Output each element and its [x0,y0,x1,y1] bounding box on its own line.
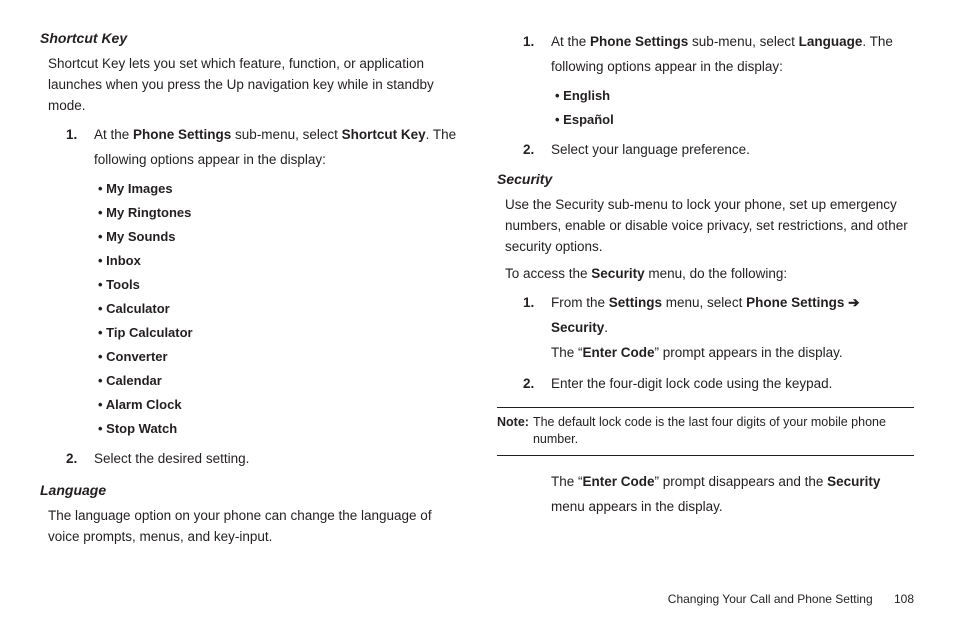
bold-text: Phone Settings [590,34,688,49]
text-fragment: sub-menu, select [688,34,798,49]
right-column: 1. At the Phone Settings sub-menu, selec… [497,30,914,554]
text-fragment: menu, do the following: [645,266,788,281]
bold-text: Language [799,34,863,49]
list-item: My Ringtones [98,201,457,225]
note-text: The default lock code is the last four d… [533,414,914,449]
page-body: Shortcut Key Shortcut Key lets you set w… [0,0,954,554]
list-item: Calculator [98,297,457,321]
bold-text: Security [827,474,880,489]
text-fragment: ” prompt appears in the display. [655,345,843,360]
list-item: Alarm Clock [98,393,457,417]
step-body: At the Phone Settings sub-menu, select S… [94,123,457,173]
text-fragment: From the [551,295,609,310]
step-body: Enter the four-digit lock code using the… [551,372,914,397]
security-access-line: To access the Security menu, do the foll… [505,264,914,285]
text-fragment: The “ [551,474,583,489]
language-intro: The language option on your phone can ch… [48,506,457,548]
language-step-1: 1. At the Phone Settings sub-menu, selec… [523,30,914,80]
heading-security: Security [497,171,914,187]
shortcut-step-1: 1. At the Phone Settings sub-menu, selec… [66,123,457,173]
bold-text: Enter Code [583,345,655,360]
bold-text: Settings [609,295,662,310]
text-fragment: sub-menu, select [231,127,341,142]
list-item: My Sounds [98,225,457,249]
text-fragment: ” prompt disappears and the [655,474,828,489]
step-number: 2. [66,447,94,472]
bold-text: Security [551,320,604,335]
note-label: Note: [497,414,529,449]
list-item: Stop Watch [98,417,457,441]
list-item: Español [555,108,914,132]
shortcut-key-intro: Shortcut Key lets you set which feature,… [48,54,457,117]
step-body: From the Settings menu, select Phone Set… [551,291,914,366]
text-fragment: At the [551,34,590,49]
step-body: Select your language preference. [551,138,914,163]
security-step-1: 1. From the Settings menu, select Phone … [523,291,914,366]
text-fragment: . [604,320,608,335]
page-footer: Changing Your Call and Phone Setting 108 [668,592,914,606]
list-item: Converter [98,345,457,369]
step-number: 1. [66,123,94,173]
list-item: Calendar [98,369,457,393]
text-fragment: The “ [551,345,583,360]
security-intro: Use the Security sub-menu to lock your p… [505,195,914,258]
language-options-list: English Español [555,84,914,132]
left-column: Shortcut Key Shortcut Key lets you set w… [40,30,457,554]
security-step-2: 2. Enter the four-digit lock code using … [523,372,914,397]
step-body: At the Phone Settings sub-menu, select L… [551,30,914,80]
heading-shortcut-key: Shortcut Key [40,30,457,46]
heading-language: Language [40,482,457,498]
list-item: English [555,84,914,108]
list-item: Tools [98,273,457,297]
text-fragment: At the [94,127,133,142]
bold-text: Security [591,266,644,281]
bold-text: Enter Code [583,474,655,489]
language-step-2: 2. Select your language preference. [523,138,914,163]
bold-text: Phone Settings [746,295,844,310]
security-after-note: The “Enter Code” prompt disappears and t… [523,470,914,520]
step-body: Select the desired setting. [94,447,457,472]
list-item: Tip Calculator [98,321,457,345]
arrow-icon: ➔ [844,295,859,310]
shortcut-step-2: 2. Select the desired setting. [66,447,457,472]
step-number-empty [523,470,551,520]
text-fragment: menu, select [662,295,746,310]
bold-text: Phone Settings [133,127,231,142]
shortcut-options-list: My Images My Ringtones My Sounds Inbox T… [98,177,457,442]
footer-title: Changing Your Call and Phone Setting [668,592,873,606]
text-fragment: To access the [505,266,591,281]
bold-text: Shortcut Key [342,127,426,142]
page-number: 108 [894,592,914,606]
text-fragment: menu appears in the display. [551,499,723,514]
list-item: My Images [98,177,457,201]
step-number: 1. [523,291,551,366]
step-body: The “Enter Code” prompt disappears and t… [551,470,914,520]
step-number: 2. [523,138,551,163]
list-item: Inbox [98,249,457,273]
step-number: 2. [523,372,551,397]
note-box: Note: The default lock code is the last … [497,407,914,456]
step-number: 1. [523,30,551,80]
